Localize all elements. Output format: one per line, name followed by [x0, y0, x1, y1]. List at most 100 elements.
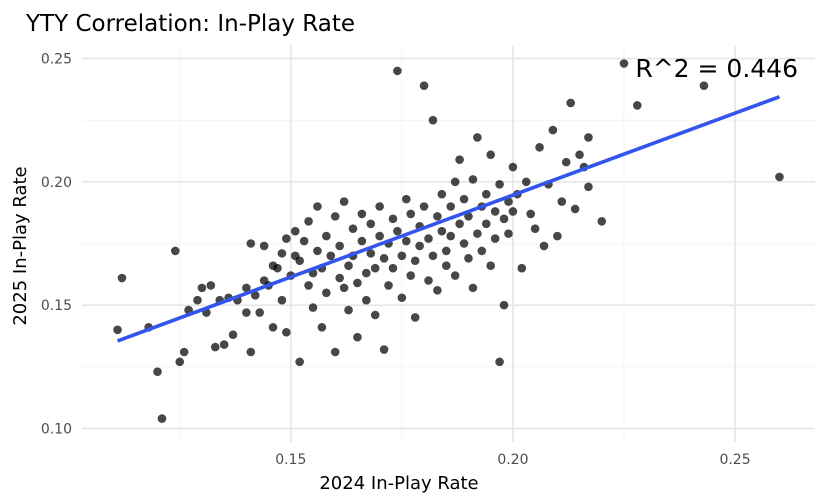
data-point: [415, 241, 424, 251]
data-point: [699, 81, 709, 90]
data-point: [117, 273, 127, 283]
data-point: [273, 263, 282, 273]
data-point: [468, 175, 478, 184]
x-tick-label: 0.20: [497, 452, 528, 468]
x-tick-labels: 0.15 0.20 0.25: [275, 452, 750, 468]
data-point: [206, 281, 216, 290]
data-point: [317, 323, 327, 332]
data-point: [539, 241, 549, 251]
data-point: [255, 308, 264, 317]
data-point: [113, 325, 122, 335]
data-point: [521, 177, 531, 187]
data-point: [228, 330, 238, 340]
data-point: [441, 246, 451, 256]
data-point: [508, 162, 518, 172]
data-point: [344, 261, 353, 270]
data-point: [366, 219, 376, 229]
data-point: [419, 202, 429, 211]
data-point: [393, 66, 402, 76]
y-tick-label: 0.15: [41, 298, 72, 314]
data-point: [175, 357, 185, 367]
data-point: [775, 172, 784, 182]
data-point: [406, 209, 416, 219]
data-point: [282, 234, 291, 243]
data-point: [250, 290, 260, 300]
data-point: [548, 125, 558, 135]
data-point: [633, 101, 642, 110]
y-tick-label: 0.25: [41, 52, 72, 68]
data-points: [113, 59, 784, 423]
data-point: [370, 263, 380, 273]
data-point: [597, 217, 607, 226]
data-point: [468, 283, 478, 293]
data-point: [437, 189, 447, 199]
data-point: [268, 323, 278, 332]
data-point: [561, 157, 571, 167]
data-point: [322, 288, 331, 298]
data-point: [246, 239, 256, 248]
data-point: [393, 226, 402, 236]
data-point: [486, 261, 496, 270]
data-point: [553, 231, 562, 241]
data-point: [322, 231, 331, 241]
data-point: [450, 271, 460, 280]
data-point: [210, 342, 220, 352]
data-point: [433, 212, 442, 221]
data-point: [339, 197, 349, 206]
data-point: [170, 246, 180, 256]
data-point: [477, 246, 487, 256]
data-point: [348, 224, 358, 234]
data-point: [330, 212, 340, 221]
data-point: [530, 224, 540, 234]
data-point: [379, 253, 389, 263]
data-point: [295, 256, 304, 266]
data-point: [495, 180, 504, 189]
data-point: [473, 229, 482, 238]
data-point: [584, 133, 593, 142]
data-point: [339, 283, 349, 293]
data-point: [495, 357, 504, 367]
y-tick-labels: 0.10 0.15 0.20 0.25: [41, 52, 72, 438]
data-point: [397, 251, 407, 261]
data-point: [446, 202, 456, 211]
data-point: [304, 217, 313, 226]
data-point: [499, 300, 509, 310]
data-point: [282, 327, 291, 337]
data-point: [490, 234, 500, 243]
data-point: [193, 295, 202, 305]
data-point: [277, 249, 287, 258]
x-tick-label: 0.15: [275, 452, 306, 468]
x-tick-label: 0.25: [719, 452, 750, 468]
data-point: [242, 308, 251, 317]
data-point: [459, 194, 469, 204]
data-point: [335, 273, 344, 283]
data-point: [344, 305, 353, 315]
data-point: [375, 231, 384, 241]
data-point: [446, 231, 456, 241]
data-point: [473, 133, 482, 142]
data-point: [388, 214, 398, 224]
r-squared-annotation: R^2 = 0.446: [635, 54, 798, 83]
data-point: [157, 414, 167, 423]
data-point: [313, 202, 322, 211]
data-point: [375, 202, 384, 211]
data-point: [557, 197, 567, 206]
data-point: [308, 303, 318, 312]
data-point: [179, 347, 189, 357]
data-point: [455, 219, 464, 229]
data-point: [619, 59, 629, 68]
y-tick-label: 0.10: [41, 421, 72, 437]
data-point: [486, 150, 496, 160]
data-point: [401, 194, 411, 204]
data-point: [508, 207, 518, 216]
data-point: [304, 281, 313, 290]
chart-title: YTY Correlation: In-Play Rate: [25, 11, 355, 37]
data-point: [481, 219, 491, 229]
x-axis-title: 2024 In-Play Rate: [319, 473, 478, 494]
data-point: [366, 249, 376, 258]
data-point: [330, 347, 340, 357]
data-point: [357, 236, 367, 246]
data-point: [326, 251, 336, 261]
data-point: [379, 345, 389, 354]
